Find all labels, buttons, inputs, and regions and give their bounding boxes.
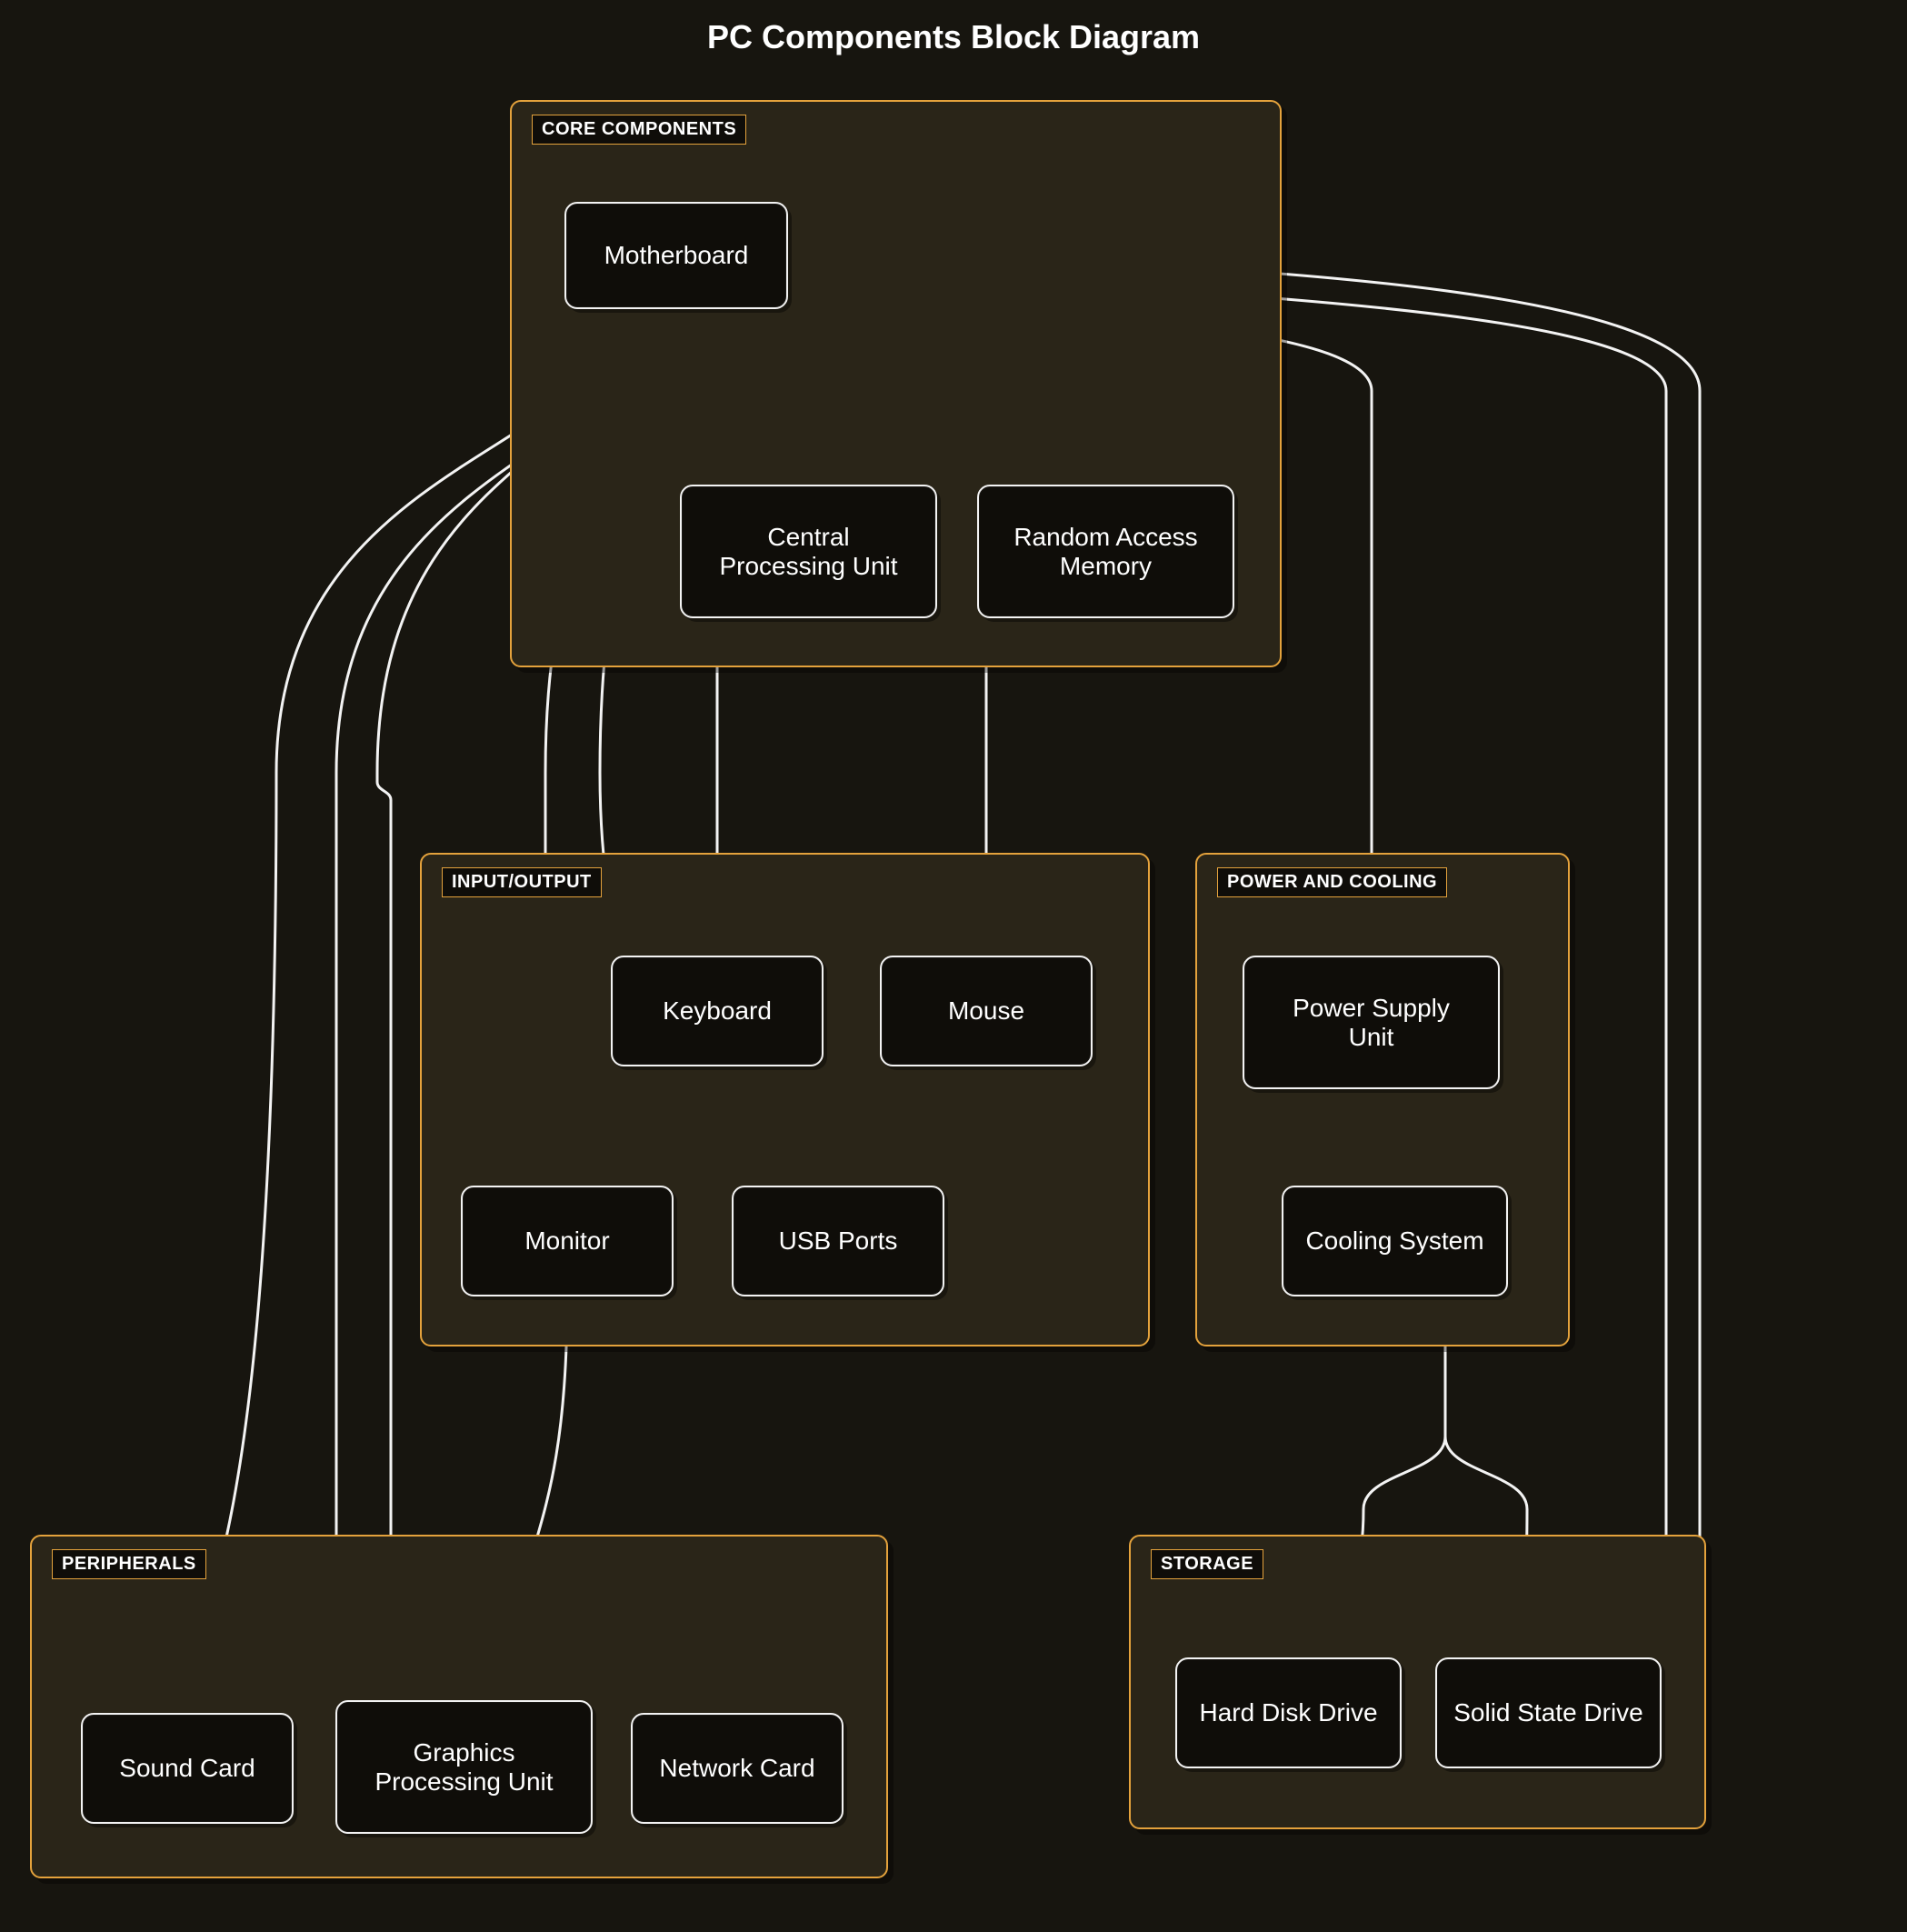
node-snd: Sound Card xyxy=(81,1713,294,1824)
node-net: Network Card xyxy=(631,1713,844,1824)
group-label-storage: STORAGE xyxy=(1151,1549,1263,1579)
node-cool: Cooling System xyxy=(1282,1186,1508,1296)
node-cpu: CentralProcessing Unit xyxy=(680,485,937,618)
group-label-core: CORE COMPONENTS xyxy=(532,115,746,145)
node-mb: Motherboard xyxy=(564,202,788,309)
diagram-title: PC Components Block Diagram xyxy=(0,18,1907,56)
node-mouse: Mouse xyxy=(880,956,1093,1066)
node-gpu: GraphicsProcessing Unit xyxy=(335,1700,593,1834)
group-label-io: INPUT/OUTPUT xyxy=(442,867,602,897)
node-ssd: Solid State Drive xyxy=(1435,1657,1662,1768)
group-label-periph: PERIPHERALS xyxy=(52,1549,206,1579)
node-psu: Power SupplyUnit xyxy=(1243,956,1500,1089)
node-ram: Random AccessMemory xyxy=(977,485,1234,618)
group-label-power: POWER AND COOLING xyxy=(1217,867,1447,897)
node-mon: Monitor xyxy=(461,1186,674,1296)
node-usb: USB Ports xyxy=(732,1186,944,1296)
node-hdd: Hard Disk Drive xyxy=(1175,1657,1402,1768)
node-kb: Keyboard xyxy=(611,956,824,1066)
